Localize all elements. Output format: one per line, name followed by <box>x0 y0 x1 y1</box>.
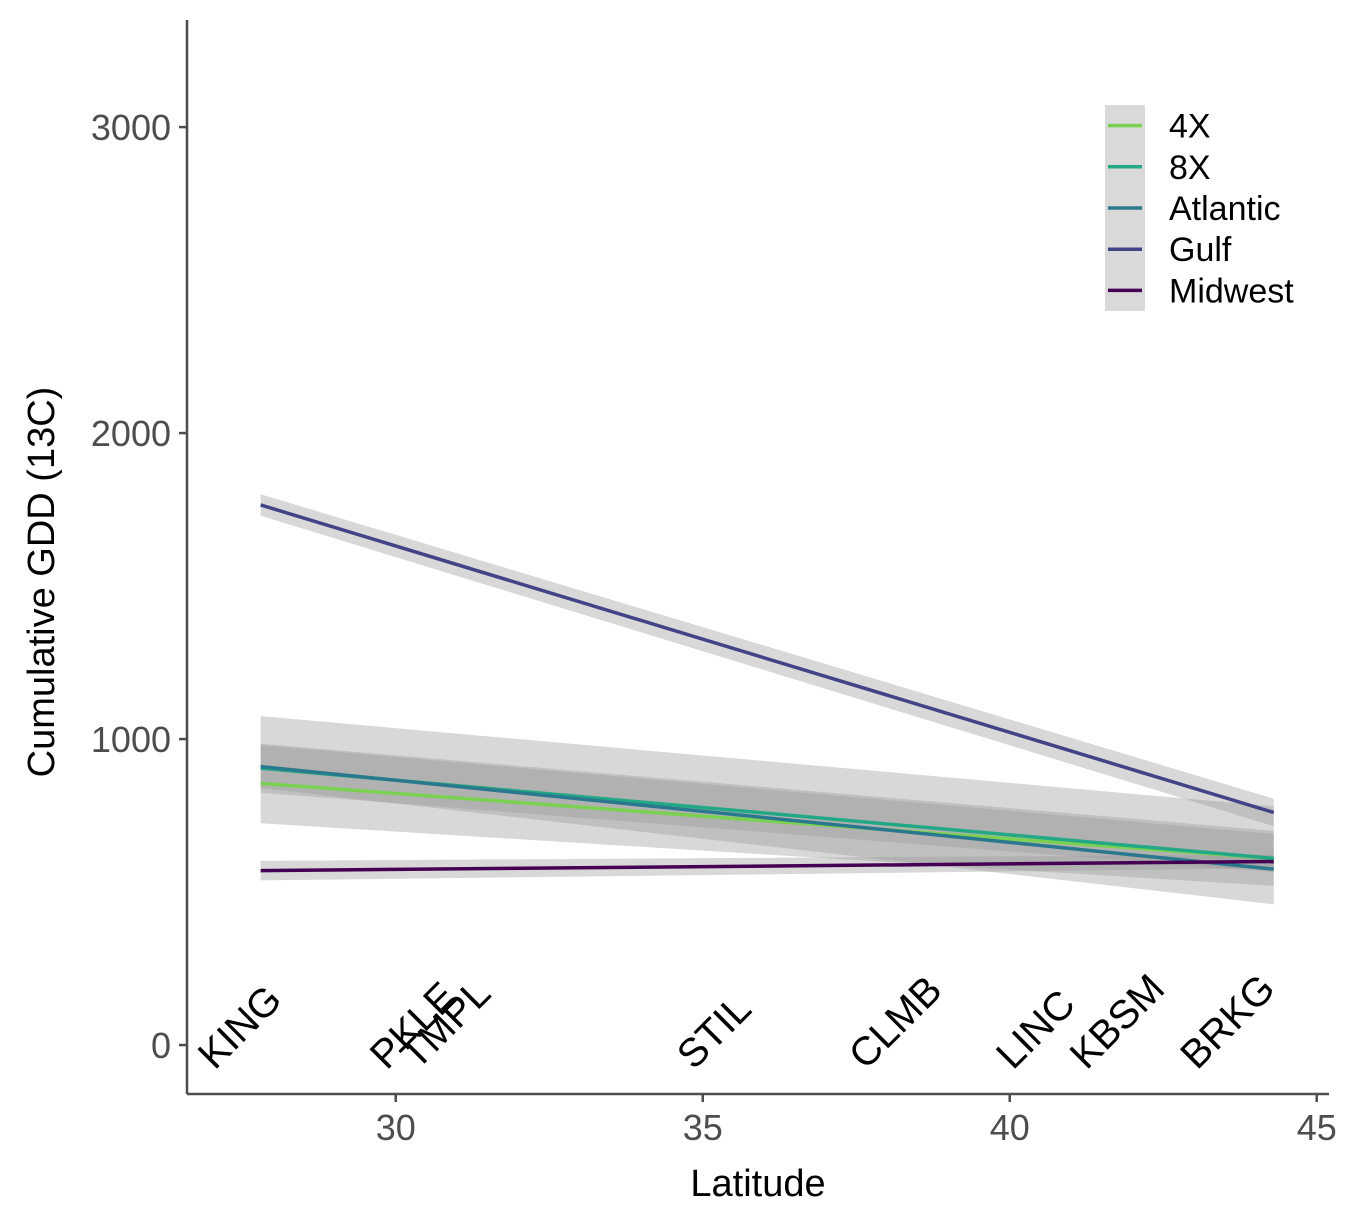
x-tick-label: 45 <box>1297 1107 1337 1148</box>
site-label: STIL <box>669 987 760 1078</box>
series-line <box>260 781 1274 861</box>
legend-label: Midwest <box>1169 272 1294 310</box>
axes: 0 1000 2000 3000 30 35 40 45 <box>91 20 1337 1148</box>
legend-label: Gulf <box>1169 231 1232 269</box>
x-tick-label: 40 <box>990 1107 1030 1148</box>
site-label: KING <box>190 977 290 1077</box>
series-line <box>260 764 1274 871</box>
site-label: KBSM <box>1062 966 1173 1077</box>
site-label: LINC <box>988 982 1084 1078</box>
confidence-bands <box>260 494 1274 905</box>
site-label: BRKG <box>1172 966 1283 1077</box>
x-tick-label: 30 <box>376 1107 416 1148</box>
y-tick-label: 3000 <box>91 107 171 148</box>
x-tick-label: 35 <box>683 1107 723 1148</box>
confidence-band <box>260 716 1274 873</box>
x-axis-title: Latitude <box>690 1163 825 1205</box>
series-line <box>260 503 1275 815</box>
series-lines <box>260 503 1275 873</box>
legend-label: Atlantic <box>1169 190 1281 228</box>
series-line <box>260 859 1274 873</box>
y-tick-label: 2000 <box>91 413 171 454</box>
y-tick-label: 1000 <box>91 719 171 760</box>
legend-label: 4X <box>1169 108 1211 146</box>
y-tick-label: 0 <box>151 1025 171 1066</box>
site-label: CLMB <box>841 968 951 1078</box>
y-ticks: 0 1000 2000 3000 <box>91 107 187 1066</box>
legend-label: 8X <box>1169 149 1211 187</box>
y-axis-title: Cumulative GDD (13C) <box>21 387 63 778</box>
x-ticks: 30 35 40 45 <box>376 1094 1337 1148</box>
